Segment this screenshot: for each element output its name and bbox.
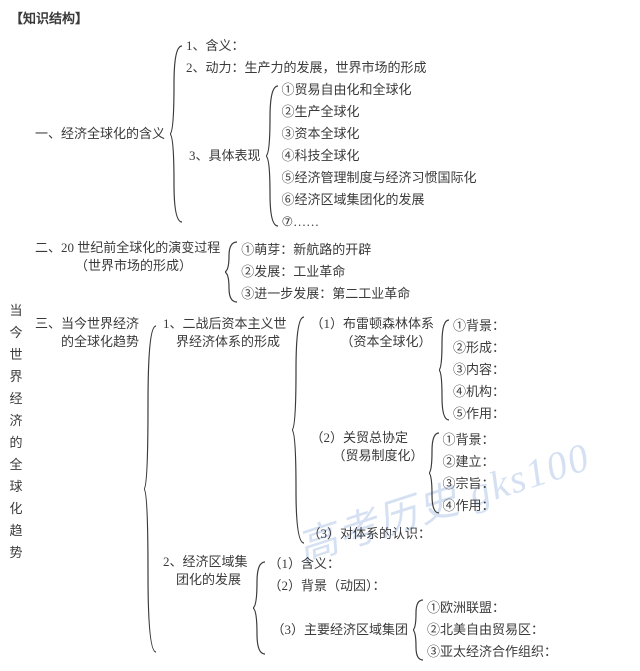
sec3-p1c: （3）对体系的认识： bbox=[308, 523, 506, 545]
sec3-p2a: （1）含义： bbox=[269, 553, 558, 575]
sec1-3-7: ⑦…… bbox=[282, 211, 477, 233]
brace-icon bbox=[168, 35, 186, 233]
sec1-item3-label: 3、具体表现 bbox=[186, 79, 264, 233]
section-3: 三、当今世界经济 的全球化趋势 1、二战后资本主义世 界经济体系的形成 bbox=[32, 315, 630, 663]
sec3-p2-l2: 团化的发展 bbox=[163, 571, 241, 589]
sec3-p1a-5: ⑤作用： bbox=[453, 403, 505, 425]
sec3-p1a-l1: （1）布雷顿森林体系 bbox=[311, 315, 435, 333]
sec3-p1b-l1: （2）关贸总协定 bbox=[311, 429, 409, 447]
sec3-part1: 1、二战后资本主义世 界经济体系的形成 （1）布雷顿森林体系 （资本全球化） bbox=[160, 315, 557, 545]
sec3-p1a-3: ③内容： bbox=[453, 359, 505, 381]
sec1-3-1: ①贸易自由化和全球化 bbox=[282, 79, 477, 101]
sec3-part2: 2、经济区域集 团化的发展 （1）含义： （2）背景（动因）： （3）主要经济区… bbox=[160, 553, 557, 663]
sec2-item3: ③进一步发展：第二工业革命 bbox=[241, 283, 410, 305]
sec1-3-3: ③资本全球化 bbox=[282, 123, 477, 145]
sec3-p1b-3: ③宗旨： bbox=[443, 473, 495, 495]
root-vertical-title: 当今世界经济的全球化趋势 bbox=[8, 300, 24, 564]
sec3-p1a-4: ④机构： bbox=[453, 381, 505, 403]
header-title: 【知识结构】 bbox=[10, 8, 630, 27]
section-1: 一、经济全球化的含义 1、含义： 2、动力：生产力的发展，世界市场的形成 3、具… bbox=[32, 35, 630, 233]
sec3-p2c-3: ③亚太经济合作组织： bbox=[427, 641, 557, 663]
sec1-3-2: ②生产全球化 bbox=[282, 101, 477, 123]
sec3-p1b-1: ①背景： bbox=[443, 429, 495, 451]
sec2-title-l2: （世界市场的形成） bbox=[35, 257, 192, 275]
sec3-p1a-2: ②形成： bbox=[453, 337, 505, 359]
sec1-item2: 2、动力：生产力的发展，世界市场的形成 bbox=[186, 57, 477, 79]
sec3-p2c-1: ①欧洲联盟： bbox=[427, 597, 557, 619]
brace-icon bbox=[427, 429, 443, 517]
sec1-item1: 1、含义： bbox=[186, 35, 477, 57]
sec3-p2c-label: （3）主要经济区域集团 bbox=[269, 597, 412, 663]
brace-icon bbox=[290, 315, 308, 545]
section-2: 二、20 世纪前全球化的演变过程 （世界市场的形成） ①萌芽：新航路的开辟 ②发… bbox=[32, 239, 630, 305]
sec3-p1a-l2: （资本全球化） bbox=[311, 333, 432, 351]
sec3-p2c-2: ②北美自由贸易区： bbox=[427, 619, 557, 641]
brace-icon bbox=[437, 315, 453, 425]
brace-icon bbox=[251, 553, 269, 663]
sec1-3-5: ⑤经济管理制度与经济习惯国际化 bbox=[282, 167, 477, 189]
sec3-p2-l1: 2、经济区域集 bbox=[163, 553, 248, 571]
sec3-p1-l1: 1、二战后资本主义世 bbox=[163, 315, 287, 333]
sec3-p1a-1: ①背景： bbox=[453, 315, 505, 337]
sec3-title-l1: 三、当今世界经济 bbox=[35, 315, 139, 333]
sec1-title: 一、经济全球化的含义 bbox=[32, 35, 168, 233]
sec3-p2b: （2）背景（动因）： bbox=[269, 575, 558, 597]
sec2-item1: ①萌芽：新航路的开辟 bbox=[241, 239, 410, 261]
sec3-p1b-2: ②建立： bbox=[443, 451, 495, 473]
sec1-3-4: ④科技全球化 bbox=[282, 145, 477, 167]
sec2-title-l1: 二、20 世纪前全球化的演变过程 bbox=[35, 239, 220, 257]
sec3-p1-l2: 界经济体系的形成 bbox=[163, 333, 280, 351]
brace-icon bbox=[223, 239, 241, 305]
sec3-p1b-l2: （贸易制度化） bbox=[311, 447, 424, 465]
sec2-item2: ②发展：工业革命 bbox=[241, 261, 410, 283]
brace-icon bbox=[411, 597, 427, 663]
sec1-3-6: ⑥经济区域集团化的发展 bbox=[282, 189, 477, 211]
sec3-title-l2: 的全球化趋势 bbox=[35, 333, 139, 351]
sec3-p1b-4: ④作用： bbox=[443, 495, 495, 517]
brace-icon bbox=[264, 79, 282, 233]
brace-icon bbox=[142, 315, 160, 663]
